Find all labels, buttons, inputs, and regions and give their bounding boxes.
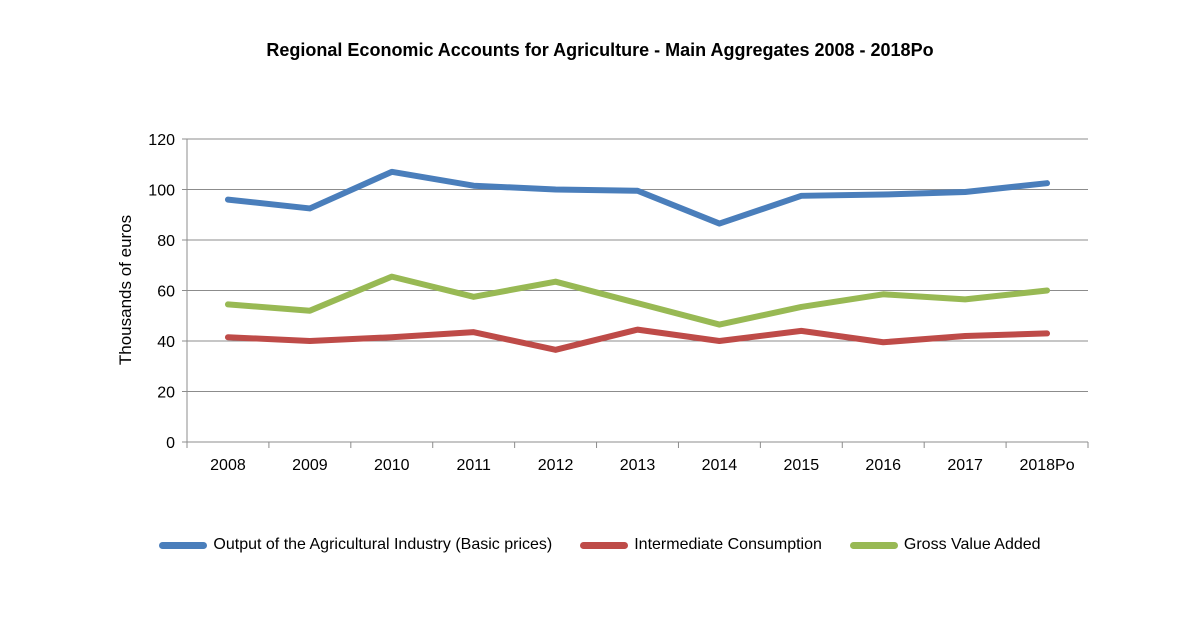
x-tick-label: 2012 — [538, 457, 574, 474]
legend-label: Output of the Agricultural Industry (Bas… — [213, 536, 553, 553]
x-tick-label: 2016 — [865, 457, 901, 474]
x-tick-label: 2008 — [210, 457, 246, 474]
legend-item-1: Intermediate Consumption — [580, 536, 822, 554]
legend-item-0: Output of the Agricultural Industry (Bas… — [159, 536, 552, 554]
x-tick-label: 2015 — [784, 457, 820, 474]
y-axis-title: Thousands of euros — [116, 215, 135, 365]
legend-label: Gross Value Added — [903, 536, 1041, 553]
x-tick-label: 2011 — [456, 457, 491, 474]
series-lines — [224, 168, 1051, 353]
series-line-2 — [224, 273, 1051, 328]
y-tick-label: 40 — [157, 334, 175, 351]
chart-title: Regional Economic Accounts for Agricultu… — [266, 40, 934, 60]
y-tick-label: 20 — [157, 385, 175, 402]
series-line-0 — [224, 168, 1051, 227]
gridlines — [187, 138, 1088, 392]
legend-label: Intermediate Consumption — [634, 536, 822, 553]
legend-swatch — [580, 541, 629, 549]
x-tick-label: 2009 — [292, 457, 328, 474]
y-tick-label: 0 — [166, 435, 175, 452]
legend-swatch — [849, 541, 898, 549]
tick-labels: 0 20 40 60 80 100 120 2008 2009 2010 2011 2012 2013 2… — [148, 132, 1074, 474]
x-tick-label: 2017 — [947, 457, 983, 474]
x-tick-label: 2018Po — [1019, 457, 1074, 474]
legend-swatch — [159, 541, 208, 549]
axes — [182, 138, 1089, 448]
y-tick-label: 120 — [148, 132, 175, 149]
series-line-1 — [224, 326, 1051, 353]
legend-item-2: Gross Value Added — [849, 536, 1041, 554]
y-tick-label: 80 — [157, 233, 175, 250]
legend: Output of the Agricultural Industry (Bas… — [0, 536, 1200, 554]
x-tick-label: 2013 — [620, 457, 656, 474]
y-tick-label: 60 — [157, 284, 175, 301]
x-tick-label: 2010 — [374, 457, 410, 474]
x-tick-label: 2014 — [702, 457, 738, 474]
y-tick-label: 100 — [148, 183, 175, 200]
